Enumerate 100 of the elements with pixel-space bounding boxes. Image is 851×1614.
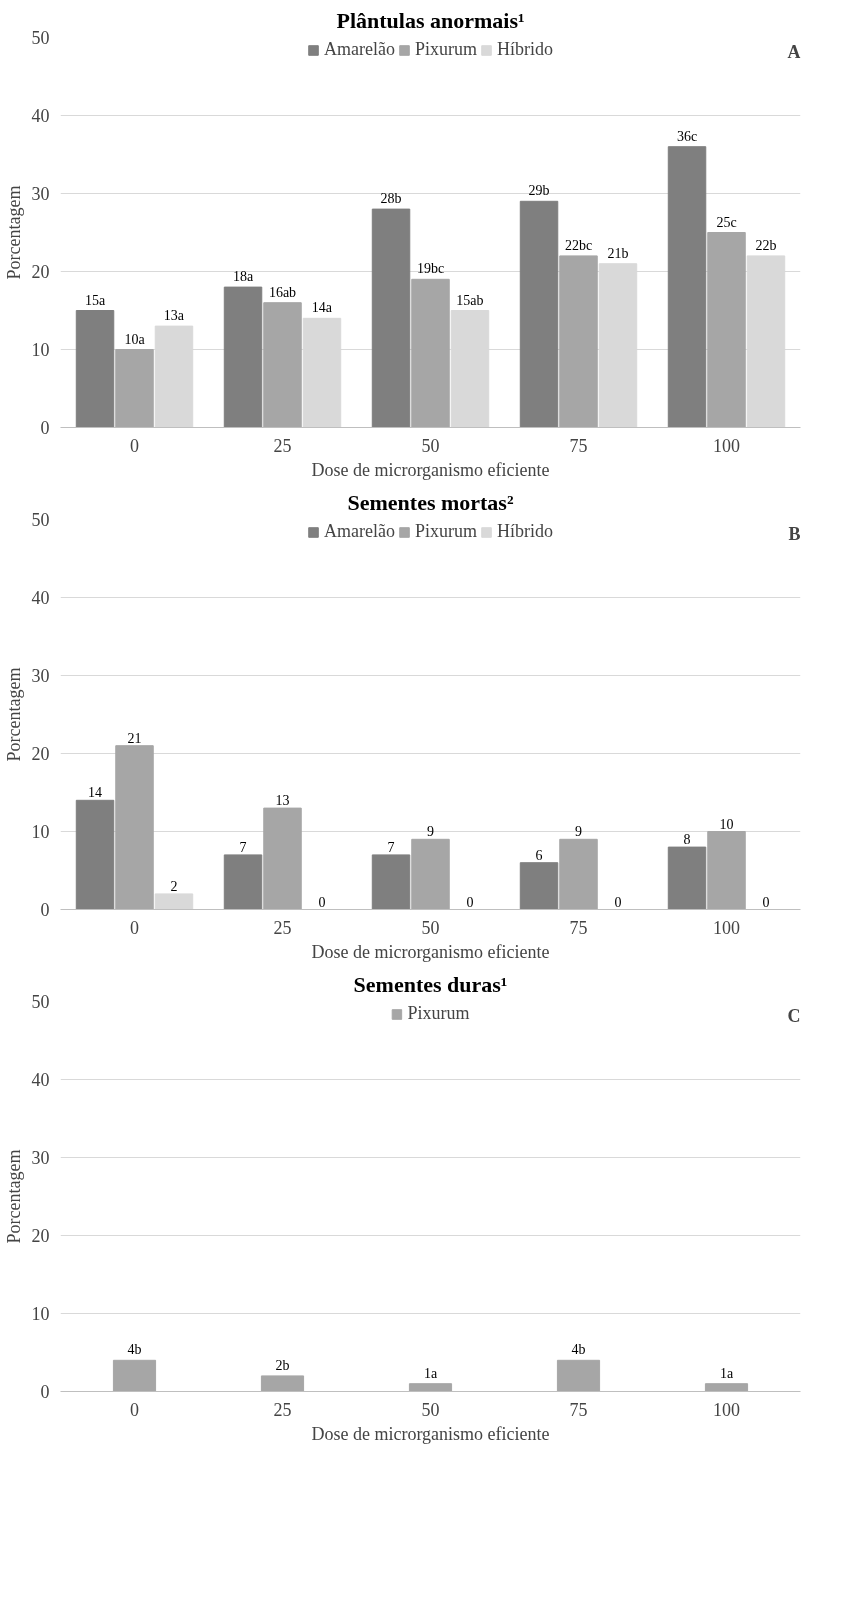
x-tick-label: 75 (569, 1399, 588, 1420)
data-label: 0 (762, 894, 770, 910)
y-axis-title: Porcentagem (3, 667, 24, 762)
bar (519, 200, 559, 428)
legend-label: Amarelão (324, 521, 395, 542)
y-tick-label: 10 (31, 822, 50, 842)
data-label: 22bc (564, 237, 593, 253)
bar (411, 278, 450, 428)
bar (263, 302, 302, 428)
y-tick-label: 40 (31, 106, 50, 126)
y-tick-label: 0 (40, 1382, 50, 1402)
annotation: C (787, 1005, 801, 1026)
x-tick-label: 100 (713, 1399, 740, 1420)
x-tick-label: 100 (713, 435, 740, 456)
bar (223, 286, 263, 428)
data-label: 4b (571, 1342, 586, 1358)
y-tick-label: 40 (31, 1070, 50, 1090)
chart-title: Sementes mortas² (347, 489, 514, 515)
y-tick-label: 30 (31, 666, 50, 686)
annotation: B (788, 523, 801, 544)
bar (667, 146, 707, 428)
data-label: 14a (311, 300, 333, 316)
bar (154, 893, 194, 910)
x-tick-label: 0 (130, 1399, 139, 1420)
y-tick-label: 30 (31, 184, 50, 204)
legend-label: Pixurum (414, 39, 477, 60)
x-tick-label: 25 (273, 917, 292, 938)
data-label: 1a (719, 1365, 734, 1381)
x-tick-label: 75 (569, 917, 588, 938)
bar (519, 862, 559, 910)
data-label: 1a (423, 1365, 438, 1381)
data-label: 28b (380, 191, 402, 207)
y-tick-label: 0 (40, 900, 50, 920)
data-label: 9 (427, 824, 434, 840)
x-tick-label: 0 (130, 435, 139, 456)
chart-title: Sementes duras¹ (353, 971, 508, 997)
data-label: 25c (716, 214, 737, 230)
bar (115, 349, 154, 428)
data-label: 10a (124, 331, 146, 347)
x-axis-title: Dose de microrganismo eficiente (311, 941, 550, 962)
legend-label: Pixurum (414, 521, 477, 542)
x-tick-label: 25 (273, 435, 292, 456)
y-tick-label: 50 (31, 28, 50, 48)
y-tick-label: 50 (31, 510, 50, 530)
bar (223, 854, 263, 910)
data-label: 0 (614, 894, 622, 910)
data-label: 13a (163, 308, 185, 324)
data-label: 10 (719, 816, 734, 832)
bar (667, 846, 707, 910)
data-label: 15a (84, 292, 106, 308)
data-label: 21 (127, 730, 142, 746)
bar (707, 232, 746, 428)
x-tick-label: 75 (569, 435, 588, 456)
x-axis-title: Dose de microrganismo eficiente (311, 459, 550, 480)
legend-label: Híbrido (496, 521, 553, 542)
bar (411, 838, 450, 910)
data-label: 36c (676, 128, 698, 144)
y-tick-label: 10 (31, 1304, 50, 1324)
bar (263, 807, 302, 910)
bar (371, 854, 411, 910)
data-label: 0 (318, 894, 326, 910)
bar (371, 208, 411, 428)
y-tick-label: 20 (31, 1226, 50, 1246)
y-tick-label: 20 (31, 262, 50, 282)
y-tick-label: 0 (40, 418, 50, 438)
x-tick-label: 50 (421, 435, 440, 456)
data-label: 19bc (416, 261, 445, 277)
data-label: 4b (127, 1342, 142, 1358)
data-label: 7 (239, 839, 247, 855)
bar (75, 799, 115, 910)
data-label: 16ab (268, 284, 297, 300)
data-label: 9 (575, 824, 582, 840)
data-label: 14 (88, 785, 103, 801)
x-tick-label: 50 (421, 917, 440, 938)
data-label: 7 (387, 839, 395, 855)
x-tick-label: 50 (421, 1399, 440, 1420)
x-tick-label: 25 (273, 1399, 292, 1420)
bar (75, 310, 115, 428)
data-label: 2 (170, 878, 178, 894)
bar (115, 745, 154, 910)
y-tick-label: 40 (31, 588, 50, 608)
bar (559, 838, 598, 910)
legend-label: Híbrido (496, 39, 553, 60)
x-tick-label: 100 (713, 917, 740, 938)
data-label: 0 (466, 894, 474, 910)
y-tick-label: 20 (31, 744, 50, 764)
y-tick-label: 30 (31, 1148, 50, 1168)
bar (559, 255, 598, 428)
y-axis-title: Porcentagem (3, 1149, 24, 1244)
data-label: 13 (275, 793, 290, 809)
legend-label: Amarelão (324, 39, 395, 60)
y-tick-label: 10 (31, 340, 50, 360)
data-label: 21b (607, 245, 629, 261)
chart-title: Plântulas anormais¹ (336, 7, 525, 33)
data-label: 6 (535, 847, 543, 863)
annotation: A (787, 41, 801, 62)
y-tick-label: 50 (31, 992, 50, 1012)
data-label: 18a (232, 269, 254, 285)
x-axis-title: Dose de microrganismo eficiente (311, 1423, 550, 1444)
legend-label: Pixurum (407, 1003, 470, 1024)
